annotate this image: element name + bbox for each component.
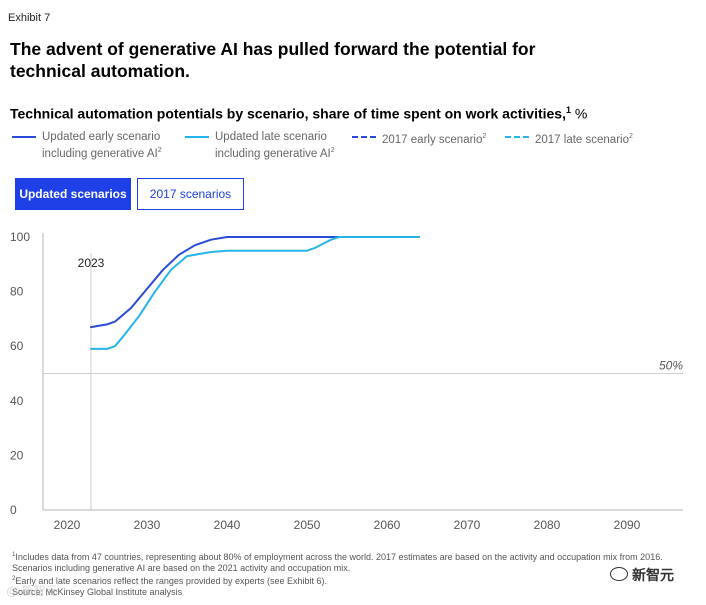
y-tick-label: 100 (10, 230, 30, 244)
x-tick-label: 2040 (214, 518, 241, 532)
subtitle-text: Technical automation potentials by scena… (10, 105, 566, 122)
footnotes: 1Includes data from 47 countries, repres… (12, 550, 682, 598)
legend-swatch (185, 136, 209, 138)
y-tick-label: 60 (10, 339, 24, 353)
x-tick-label: 2090 (614, 518, 641, 532)
watermark-right: 新智元 (610, 565, 674, 585)
legend-label-line2: including generative AI (215, 147, 331, 160)
x-tick-label: 2060 (374, 518, 401, 532)
legend-label: 2017 early scenario (382, 133, 483, 146)
footnote-text: Early and late scenarios reflect the ran… (15, 576, 328, 586)
y-tick-label: 40 (10, 394, 24, 408)
footnote-2: 2Early and late scenarios reflect the ra… (12, 574, 682, 587)
footnote-1: 1Includes data from 47 countries, repres… (12, 550, 682, 574)
reference-label: 50% (659, 359, 683, 373)
legend-label: 2017 late scenario (535, 133, 629, 146)
legend-label: Updated early scenario (42, 131, 161, 143)
y-tick-label: 20 (10, 448, 24, 462)
legend-label-line2: including generative AI (42, 147, 158, 160)
watermark-text: 新智元 (632, 567, 674, 583)
legend-footnote-mark: 2 (157, 147, 162, 154)
wechat-icon (610, 567, 628, 581)
legend-footnote-mark: 2 (482, 133, 487, 140)
footnote-text: Source: McKinsey Global Institute analys… (12, 587, 183, 597)
chart-subtitle: Technical automation potentials by scena… (10, 105, 587, 122)
subtitle-footnote-mark: 1 (566, 105, 572, 115)
legend-swatch (352, 136, 376, 138)
tab-2017-scenarios[interactable]: 2017 scenarios (137, 178, 244, 210)
y-tick-label: 80 (10, 285, 24, 299)
x-tick-label: 2080 (534, 518, 561, 532)
tab-updated-scenarios[interactable]: Updated scenarios (15, 178, 131, 210)
subtitle-unit: % (571, 105, 588, 122)
x-tick-label: 2050 (294, 518, 321, 532)
footnote-source: Source: McKinsey Global Institute analys… (12, 587, 682, 598)
legend-footnote-mark: 2 (628, 133, 633, 140)
legend-swatch (505, 136, 529, 138)
footnote-text: Includes data from 47 countries, represe… (12, 552, 663, 573)
x-tick-label: 2030 (134, 518, 161, 532)
x-tick-label: 2020 (54, 518, 81, 532)
series-updated-late-line (90, 236, 420, 350)
series-updated-early-line (90, 236, 420, 329)
exhibit-label: Exhibit 7 (8, 12, 51, 24)
footnote-mark: 1 (12, 552, 16, 558)
y-tick-label: 0 (10, 503, 17, 517)
footnote-mark: 2 (12, 576, 16, 582)
legend-swatch (12, 136, 36, 138)
watermark-left: @ 新智元 (6, 584, 58, 598)
headline: The advent of generative AI has pulled f… (10, 39, 536, 81)
legend-label: Updated late scenario (215, 131, 327, 143)
legend-footnote-mark: 2 (330, 147, 335, 154)
marker-label: 2023 (78, 256, 105, 270)
x-tick-label: 2070 (454, 518, 481, 532)
